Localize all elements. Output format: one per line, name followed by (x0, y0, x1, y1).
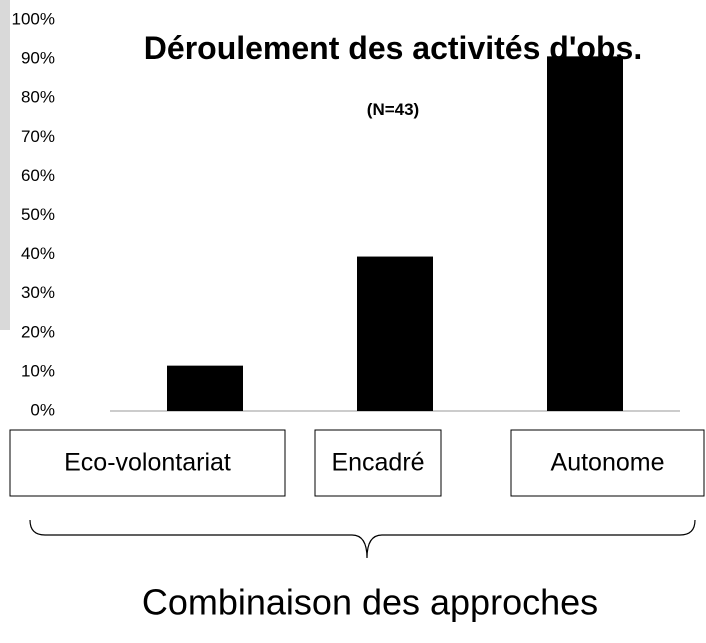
bar (167, 365, 243, 411)
y-tick-label: 40% (21, 244, 55, 263)
bracket (29, 519, 696, 559)
category-box (314, 429, 442, 497)
y-tick-label: 0% (30, 400, 55, 419)
y-tick-label: 30% (21, 283, 55, 302)
bar (547, 56, 623, 411)
y-tick-label: 10% (21, 361, 55, 380)
y-tick-label: 70% (21, 127, 55, 146)
chart-title: Déroulement des activités d'obs. (143, 30, 643, 66)
y-tick-label: 80% (21, 88, 55, 107)
y-tick-label: 60% (21, 166, 55, 185)
chart-subtitle: (N=43) (366, 100, 420, 119)
x-tick-label: Eco-volontariat (64, 449, 231, 477)
category-box (9, 429, 286, 497)
bar (357, 256, 433, 411)
y-tick-label: 20% (21, 322, 55, 341)
y-tick-label: 90% (21, 49, 55, 68)
y-tick-label: 50% (21, 205, 55, 224)
x-tick-label: Encadré (331, 449, 424, 477)
y-tick-label: 100% (12, 9, 55, 28)
category-box (510, 429, 705, 497)
annotation: Combinaison des approches (142, 582, 598, 623)
side-strip (0, 0, 10, 330)
title-block: Déroulement des activités d'obs. (N=43) (118, 20, 668, 138)
x-tick-label: Autonome (551, 449, 665, 477)
